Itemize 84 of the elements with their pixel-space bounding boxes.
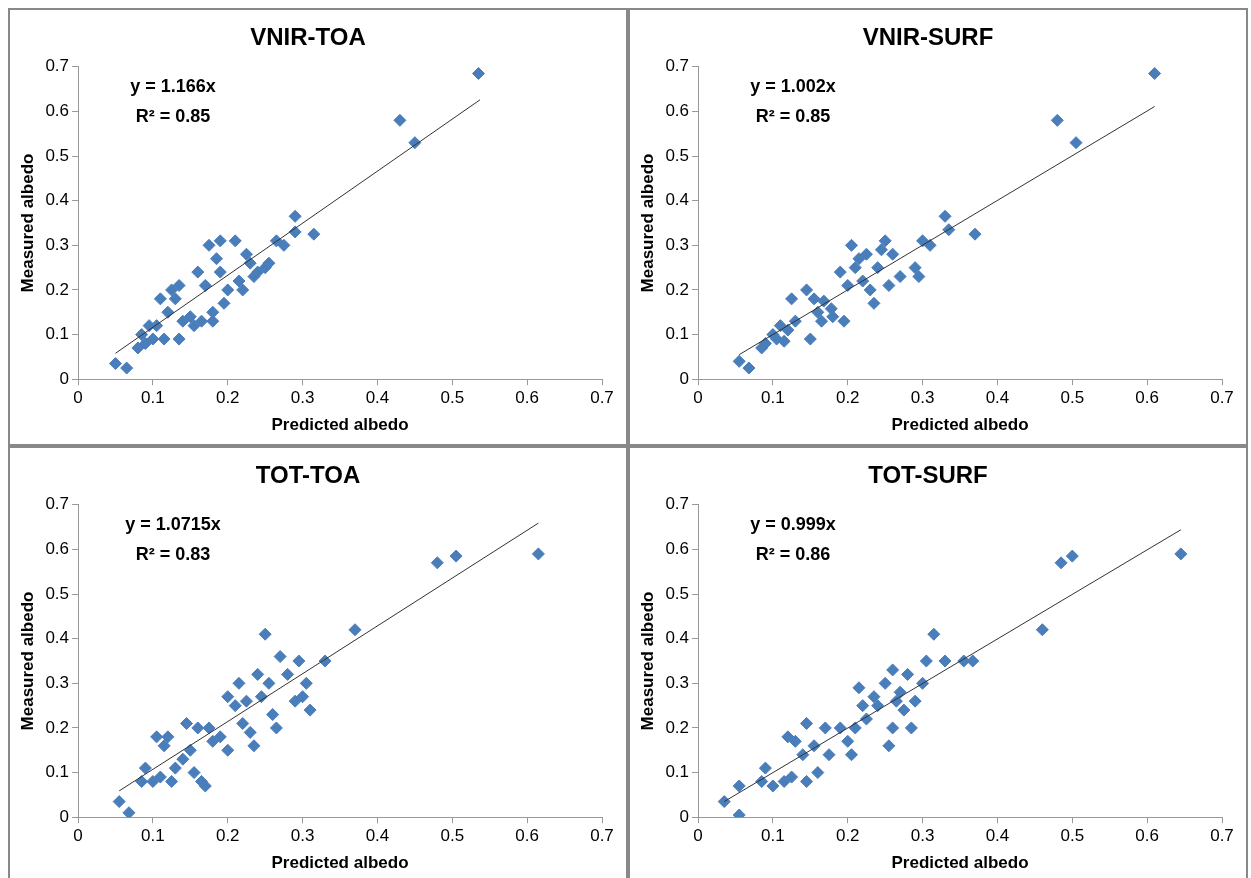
y-tick-label: 0.4 bbox=[45, 190, 70, 210]
x-tick-label: 0.4 bbox=[985, 826, 1010, 846]
y-tick-label: 0.3 bbox=[45, 673, 70, 692]
y-tick-label: 0.2 bbox=[665, 717, 690, 737]
y-tick-label: 0.7 bbox=[45, 56, 70, 76]
y-tick-label: 0.3 bbox=[45, 235, 70, 254]
y-tick-label: 0.5 bbox=[45, 583, 70, 603]
y-tick-label: 0.7 bbox=[665, 56, 690, 76]
y-tick-label: 0.1 bbox=[665, 324, 690, 344]
x-tick-label: 0.6 bbox=[1135, 826, 1159, 846]
annotation: y = 0.999x bbox=[750, 513, 836, 534]
x-tick-label: 0.5 bbox=[1060, 388, 1085, 408]
x-axis-title: Predicted albedo bbox=[271, 853, 409, 873]
x-tick-label: 0.4 bbox=[365, 388, 390, 408]
y-tick-label: 0.5 bbox=[665, 145, 690, 165]
y-tick-label: 0.6 bbox=[45, 539, 70, 559]
y-axis-title: Measured albedo bbox=[17, 153, 37, 293]
x-tick-label: 0 bbox=[73, 826, 83, 846]
y-tick-label: 0.1 bbox=[45, 324, 70, 344]
y-tick-label: 0 bbox=[679, 368, 690, 388]
x-axis-title: Predicted albedo bbox=[891, 853, 1029, 873]
annotation: R² = 0.85 bbox=[135, 105, 211, 126]
x-tick-label: 0.6 bbox=[1135, 388, 1159, 408]
x-tick-label: 0.6 bbox=[515, 826, 539, 846]
y-axis-title: Measured albedo bbox=[17, 591, 37, 731]
y-tick-label: 0.7 bbox=[45, 494, 70, 514]
y-tick-label: 0.5 bbox=[45, 145, 70, 165]
annotation: y = 1.002x bbox=[750, 75, 836, 96]
annotation: R² = 0.85 bbox=[755, 105, 831, 126]
y-tick-label: 0.1 bbox=[45, 762, 70, 782]
annotation: R² = 0.83 bbox=[135, 543, 211, 564]
y-tick-label: 0.4 bbox=[45, 628, 70, 648]
y-tick-label: 0.2 bbox=[45, 717, 70, 737]
x-axis-title: Predicted albedo bbox=[891, 415, 1029, 435]
y-axis-title: Measured albedo bbox=[637, 153, 657, 293]
x-tick-label: 0.1 bbox=[761, 826, 785, 846]
x-tick-label: 0.7 bbox=[590, 388, 614, 408]
annotation: y = 1.166x bbox=[130, 75, 216, 96]
chart-title: VNIR-SURF bbox=[862, 23, 994, 51]
x-tick-label: 0.1 bbox=[141, 388, 165, 408]
x-axis-title: Predicted albedo bbox=[271, 415, 409, 435]
annotation: y = 1.0715x bbox=[125, 513, 221, 534]
annotation: R² = 0.86 bbox=[755, 543, 831, 564]
y-tick-label: 0.6 bbox=[665, 539, 690, 559]
y-tick-label: 0.2 bbox=[665, 279, 690, 299]
x-tick-label: 0.1 bbox=[761, 388, 785, 408]
y-tick-label: 0.5 bbox=[665, 583, 690, 603]
x-tick-label: 0 bbox=[693, 826, 703, 846]
y-tick-label: 0.2 bbox=[45, 279, 70, 299]
y-tick-label: 0 bbox=[679, 806, 690, 826]
y-axis-title: Measured albedo bbox=[637, 591, 657, 731]
x-tick-label: 0.2 bbox=[835, 388, 860, 408]
x-tick-label: 0.7 bbox=[1210, 826, 1234, 846]
x-tick-label: 0.3 bbox=[290, 826, 315, 846]
y-tick-label: 0 bbox=[59, 806, 70, 826]
y-tick-label: 0.1 bbox=[665, 762, 690, 782]
x-tick-label: 0.3 bbox=[910, 388, 935, 408]
x-tick-label: 0.5 bbox=[1060, 826, 1085, 846]
x-tick-label: 0 bbox=[73, 388, 83, 408]
x-tick-label: 0.2 bbox=[835, 826, 860, 846]
x-tick-label: 0.7 bbox=[1210, 388, 1234, 408]
y-tick-label: 0.7 bbox=[665, 494, 690, 514]
y-tick-label: 0.3 bbox=[665, 673, 690, 692]
x-tick-label: 0.1 bbox=[141, 826, 165, 846]
x-tick-label: 0.2 bbox=[215, 388, 240, 408]
x-tick-label: 0.6 bbox=[515, 388, 539, 408]
x-tick-label: 0.3 bbox=[910, 826, 935, 846]
y-tick-label: 0.4 bbox=[665, 628, 690, 648]
chart-title: VNIR-TOA bbox=[250, 23, 366, 51]
x-tick-label: 0.2 bbox=[215, 826, 240, 846]
x-tick-label: 0 bbox=[693, 388, 703, 408]
x-tick-label: 0.4 bbox=[985, 388, 1010, 408]
chart-title: TOT-TOA bbox=[255, 461, 361, 489]
y-tick-label: 0.3 bbox=[665, 235, 690, 254]
x-tick-label: 0.4 bbox=[365, 826, 390, 846]
x-tick-label: 0.5 bbox=[440, 388, 465, 408]
y-tick-label: 0.6 bbox=[665, 101, 690, 121]
chart-title: TOT-SURF bbox=[868, 461, 988, 489]
x-tick-label: 0.7 bbox=[590, 826, 614, 846]
y-tick-label: 0 bbox=[59, 368, 70, 388]
y-tick-label: 0.6 bbox=[45, 101, 70, 121]
x-tick-label: 0.3 bbox=[290, 388, 315, 408]
x-tick-label: 0.5 bbox=[440, 826, 465, 846]
y-tick-label: 0.4 bbox=[665, 190, 690, 210]
